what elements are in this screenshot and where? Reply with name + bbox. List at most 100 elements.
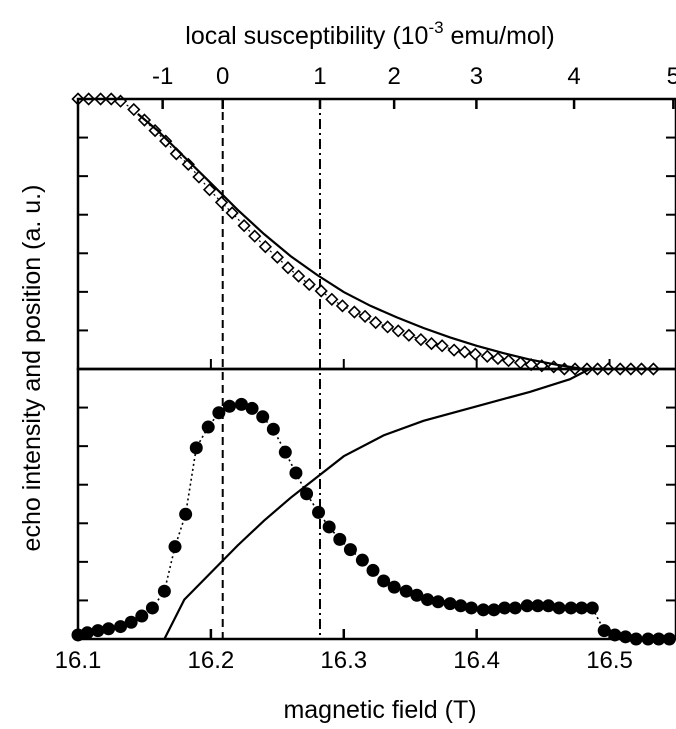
diamond-data-point — [225, 206, 239, 220]
diamond-data-point — [491, 351, 505, 366]
diamond-data-point — [113, 94, 128, 108]
diamond-data-point — [402, 328, 416, 342]
diamond-data-point — [447, 343, 461, 357]
series-layer — [71, 92, 676, 646]
diamond-data-point — [468, 347, 482, 361]
circle-data-point — [387, 580, 401, 594]
top-tick-label: 5 — [667, 63, 676, 90]
circle-data-point — [114, 620, 128, 634]
circle-data-point — [222, 399, 236, 413]
x-tick-label: 16.1 — [55, 647, 102, 674]
diamond-data-point — [159, 134, 173, 148]
top-tick-label: 0 — [216, 63, 229, 90]
diamond-data-point — [127, 102, 141, 117]
circle-data-point — [91, 624, 105, 638]
circle-data-point — [135, 609, 149, 623]
circle-data-point — [366, 563, 380, 577]
top-panel-solid-curve — [137, 113, 584, 371]
diamond-data-point — [181, 157, 195, 171]
circle-data-point — [189, 441, 203, 455]
circle-data-point — [597, 624, 611, 638]
circle-data-point — [179, 507, 193, 521]
circle-data-point — [564, 601, 578, 615]
diamond-data-point — [325, 292, 339, 306]
diamond-data-point — [414, 332, 428, 347]
top-tick-label: 1 — [313, 63, 326, 90]
y-axis-title: echo intensity and position (a. u.) — [18, 185, 46, 552]
circle-data-point — [420, 593, 434, 607]
circle-data-point — [168, 540, 182, 554]
circle-data-point — [464, 601, 478, 615]
diamond-data-point — [335, 299, 350, 313]
circle-data-point — [399, 584, 413, 598]
diamond-data-point — [148, 123, 162, 138]
circle-data-point — [575, 601, 589, 615]
diamond-data-point — [281, 261, 295, 275]
top-tick-label: 4 — [567, 63, 580, 90]
circle-data-point — [80, 626, 94, 640]
top-tick-label: 3 — [470, 63, 483, 90]
diamond-data-point — [314, 284, 328, 298]
circle-data-point — [157, 584, 171, 598]
bottom-panel-frame — [76, 367, 676, 641]
diamond-data-point — [202, 183, 217, 197]
circle-data-point — [278, 445, 292, 459]
top-tick-label: 2 — [387, 63, 400, 90]
circle-data-point — [322, 520, 336, 534]
circle-data-point — [355, 553, 369, 567]
circle-data-point — [431, 595, 445, 609]
circle-data-point — [498, 601, 512, 615]
x-tick-label: 16.4 — [453, 647, 500, 674]
circle-data-point — [476, 603, 490, 617]
x-tick-label: 16.2 — [188, 647, 235, 674]
circle-data-point — [343, 543, 357, 557]
diamond-data-point — [302, 277, 316, 292]
circle-data-point — [531, 599, 545, 613]
circle-data-point — [102, 622, 116, 636]
circle-data-point — [454, 599, 468, 613]
circle-data-point — [212, 406, 226, 420]
circle-data-point — [245, 401, 259, 415]
circle-data-point — [266, 422, 280, 436]
circle-data-point — [300, 487, 314, 501]
diamond-data-point — [347, 305, 362, 319]
circle-data-point — [312, 505, 326, 519]
diamond-data-point — [435, 339, 449, 353]
circle-data-point — [541, 599, 555, 613]
diamond-data-point — [501, 353, 516, 368]
circle-data-point — [487, 603, 501, 617]
diamond-data-point — [358, 309, 372, 323]
diamond-data-point — [270, 250, 284, 264]
circle-data-point — [333, 532, 347, 546]
bottom-panel-solid-curve — [163, 368, 591, 640]
x-tick-label: 16.3 — [320, 647, 367, 674]
diamond-data-point — [391, 324, 405, 338]
top-axis-title: local susceptibility (10-3 emu/mol) — [185, 18, 554, 50]
circle-data-point — [289, 466, 303, 480]
circle-data-point — [377, 574, 391, 588]
diamond-data-point — [369, 315, 383, 330]
diamond-data-point — [258, 240, 273, 254]
diamond-data-point — [480, 349, 494, 363]
circle-data-point — [145, 601, 159, 615]
diamond-data-point — [248, 229, 262, 243]
circle-data-point — [520, 599, 534, 613]
circle-data-point — [410, 588, 424, 602]
circle-data-point — [443, 597, 457, 611]
circle-data-point — [585, 601, 599, 615]
circle-data-point — [201, 420, 215, 434]
x-axis-title: magnetic field (T) — [283, 696, 476, 724]
top-tick-label: -1 — [152, 63, 173, 90]
diamond-data-point — [380, 320, 395, 334]
circle-data-point — [256, 410, 270, 424]
circle-data-point — [124, 615, 138, 629]
diamond-data-point — [237, 218, 251, 233]
circle-data-point — [552, 601, 566, 615]
diamond-data-point — [458, 345, 472, 359]
diamond-data-point — [424, 336, 439, 351]
ticks-layer: 16.1 16.2 16.3 16.4 16.5 -1 0 1 2 3 4 5 — [55, 63, 676, 674]
circle-data-point — [234, 397, 248, 411]
x-tick-label: 16.5 — [586, 647, 633, 674]
diamond-data-point — [214, 195, 229, 210]
